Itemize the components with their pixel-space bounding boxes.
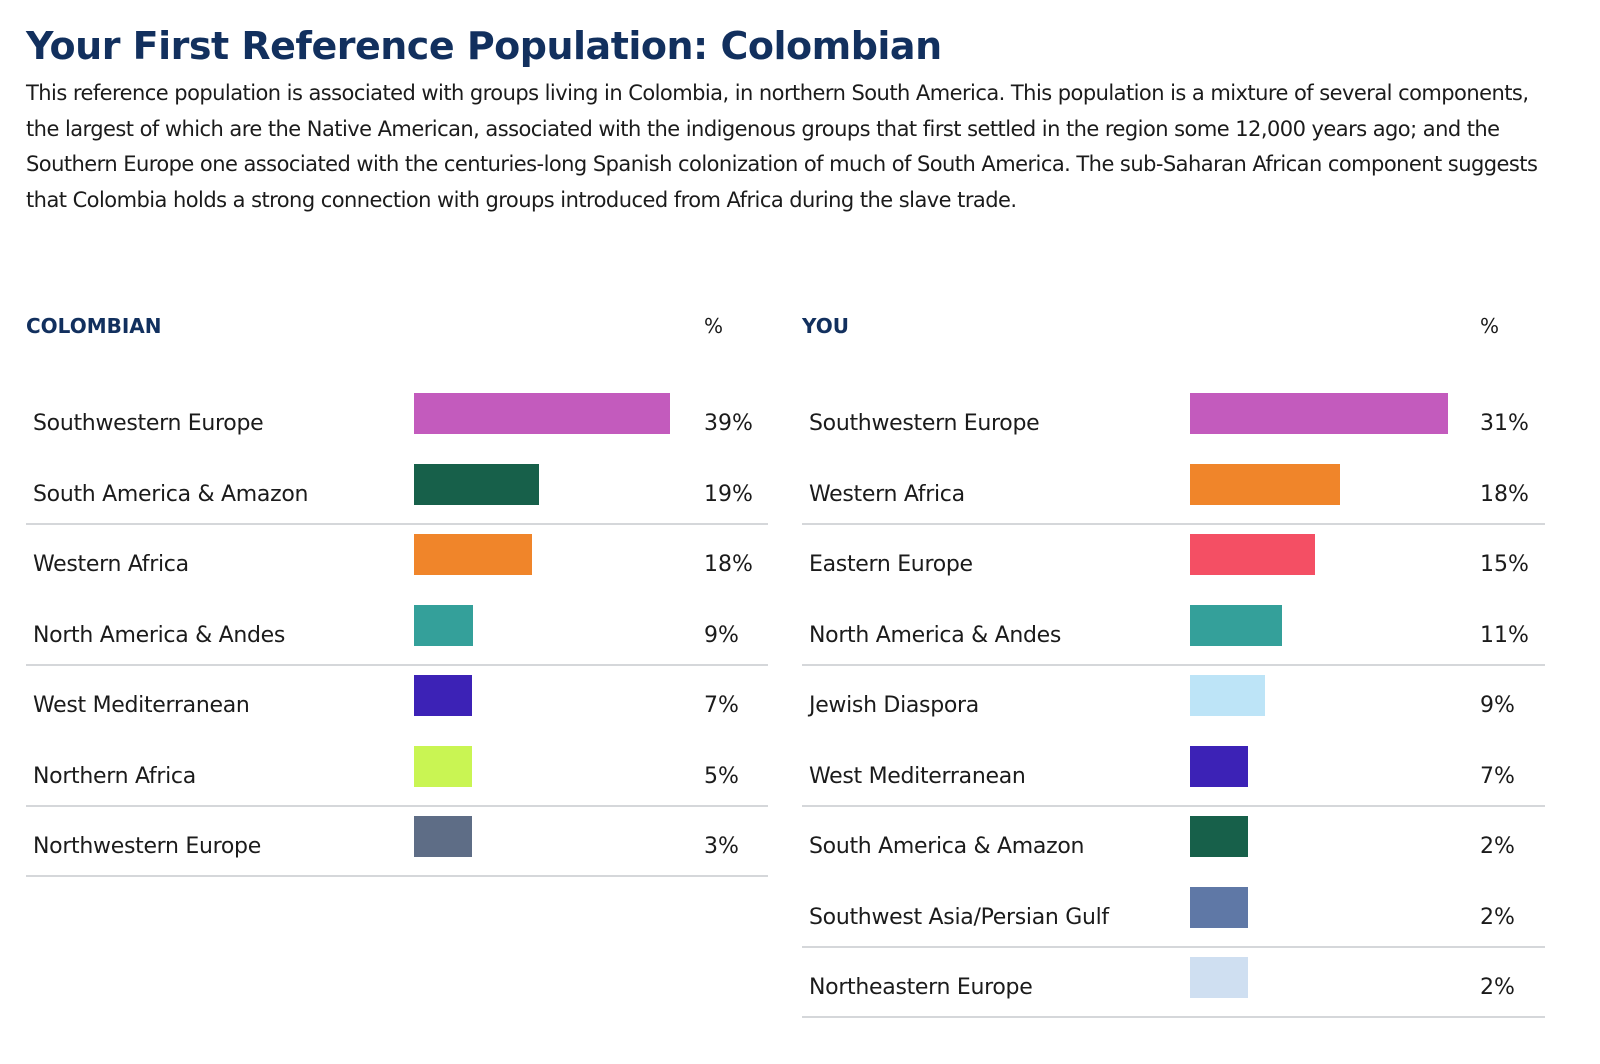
you-category-label: Northeastern Europe (809, 975, 1033, 1000)
you-row: Eastern Europe 15% (802, 534, 1545, 604)
colombian-percent-value: 18% (704, 552, 753, 577)
colombian-row: Western Africa 18% (26, 534, 768, 604)
you-row: Southwest Asia/Persian Gulf 2% (802, 886, 1545, 948)
you-category-label: West Mediterranean (809, 763, 1026, 789)
colombian-percent-header: % (704, 314, 724, 338)
you-percent-value: 11% (1480, 622, 1529, 648)
you-bar (1190, 393, 1448, 434)
you-row: Western Africa 18% (802, 463, 1545, 525)
colombian-percent-value: 5% (704, 763, 739, 789)
you-row: South America & Amazon 2% (802, 816, 1545, 886)
you-category-label: South America & Amazon (809, 834, 1085, 859)
colombian-panel-title: COLOMBIAN (26, 314, 162, 338)
you-percent-value: 2% (1480, 904, 1515, 930)
colombian-bar (414, 534, 533, 575)
colombian-bar (414, 393, 670, 434)
colombian-row: Northern Africa 5% (26, 745, 768, 807)
colombian-row: Southwestern Europe 39% (26, 393, 768, 463)
you-row: North America & Andes 11% (802, 604, 1545, 666)
colombian-bar (414, 463, 539, 505)
colombian-bar (414, 745, 472, 787)
colombian-category-label: Northwestern Europe (33, 834, 261, 859)
population-description: This reference population is associated … (26, 81, 1538, 213)
you-bar (1190, 534, 1315, 575)
you-category-label: Southwest Asia/Persian Gulf (809, 904, 1109, 930)
colombian-category-label: Southwestern Europe (33, 411, 264, 436)
colombian-bar (414, 675, 472, 716)
page-title: Your First Reference Population: Colombi… (26, 24, 942, 68)
you-percent-value: 15% (1480, 552, 1529, 577)
colombian-percent-value: 19% (704, 481, 753, 507)
colombian-category-label: Western Africa (33, 552, 189, 577)
colombian-category-label: West Mediterranean (33, 693, 250, 718)
you-bar (1190, 816, 1248, 857)
colombian-row: North America & Andes 9% (26, 604, 768, 666)
you-row: Northeastern Europe 2% (802, 957, 1545, 1018)
colombian-percent-value: 3% (704, 834, 739, 859)
you-percent-value: 7% (1480, 763, 1515, 789)
you-category-label: North America & Andes (809, 622, 1062, 648)
you-bar (1190, 604, 1282, 646)
colombian-percent-value: 39% (704, 411, 753, 436)
you-percent-value: 31% (1480, 411, 1529, 436)
you-row: West Mediterranean 7% (802, 745, 1545, 807)
you-bar (1190, 957, 1248, 998)
colombian-percent-value: 7% (704, 693, 739, 718)
colombian-row: Northwestern Europe 3% (26, 816, 768, 877)
you-percent-value: 18% (1480, 481, 1529, 507)
you-bar (1190, 675, 1265, 716)
you-category-label: Jewish Diaspora (809, 693, 979, 718)
colombian-category-label: South America & Amazon (33, 481, 309, 507)
you-percent-value: 9% (1480, 693, 1515, 718)
colombian-percent-value: 9% (704, 622, 739, 648)
you-category-label: Eastern Europe (809, 552, 973, 577)
colombian-category-label: North America & Andes (33, 622, 286, 648)
you-bar (1190, 745, 1249, 787)
you-bar (1190, 463, 1340, 505)
colombian-category-label: Northern Africa (33, 763, 196, 789)
you-category-label: Western Africa (809, 481, 965, 507)
colombian-row: South America & Amazon 19% (26, 463, 768, 525)
you-bar (1190, 886, 1248, 928)
you-panel-title: YOU (802, 314, 850, 338)
you-row: Southwestern Europe 31% (802, 393, 1545, 463)
you-percent-header: % (1480, 314, 1500, 338)
you-row: Jewish Diaspora 9% (802, 675, 1545, 745)
you-percent-value: 2% (1480, 834, 1515, 859)
colombian-bar (414, 816, 472, 857)
colombian-bar (414, 604, 474, 646)
you-category-label: Southwestern Europe (809, 411, 1040, 436)
colombian-row: West Mediterranean 7% (26, 675, 768, 745)
you-percent-value: 2% (1480, 975, 1515, 1000)
